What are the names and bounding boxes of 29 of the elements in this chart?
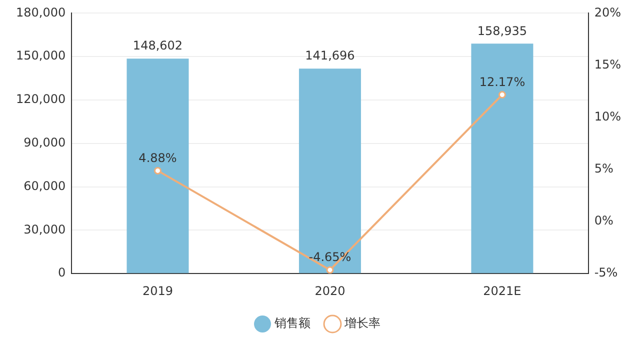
y-tick-label: 120,000 xyxy=(16,92,66,106)
point xyxy=(326,266,334,274)
bar xyxy=(471,44,534,274)
y-tick-label: 60,000 xyxy=(24,178,66,193)
x-tick-label: 2021E xyxy=(483,284,522,298)
y2-tick-label: -5% xyxy=(594,266,618,280)
data-label: 4.88% xyxy=(138,150,177,165)
bar xyxy=(126,58,189,274)
y2-tick-label: 0% xyxy=(594,214,614,228)
y2-tick-label: 15% xyxy=(594,57,621,72)
data-label: 12.17% xyxy=(479,74,526,89)
y-tick-label: 30,000 xyxy=(24,222,66,236)
y-tick-label: 0 xyxy=(58,266,66,280)
legend-label: 增长率 xyxy=(344,316,380,330)
y2-tick-label: 20% xyxy=(594,5,621,20)
x-tick-label: 2019 xyxy=(142,284,174,298)
x-tick-label: 2020 xyxy=(314,284,346,298)
point xyxy=(498,91,506,99)
legend-label: 销售额 xyxy=(274,316,310,330)
bar xyxy=(298,68,361,274)
y-tick-label: 150,000 xyxy=(16,48,66,63)
y2-tick-label: 5% xyxy=(594,162,614,176)
data-label: 148,602 xyxy=(132,38,183,53)
point xyxy=(154,166,162,174)
data-label: 141,696 xyxy=(305,48,355,63)
data-label: 158,935 xyxy=(477,24,528,38)
y-tick-label: 90,000 xyxy=(24,136,66,150)
y-tick-label: 180,000 xyxy=(16,5,66,20)
y2-tick-label: 10% xyxy=(594,109,621,124)
